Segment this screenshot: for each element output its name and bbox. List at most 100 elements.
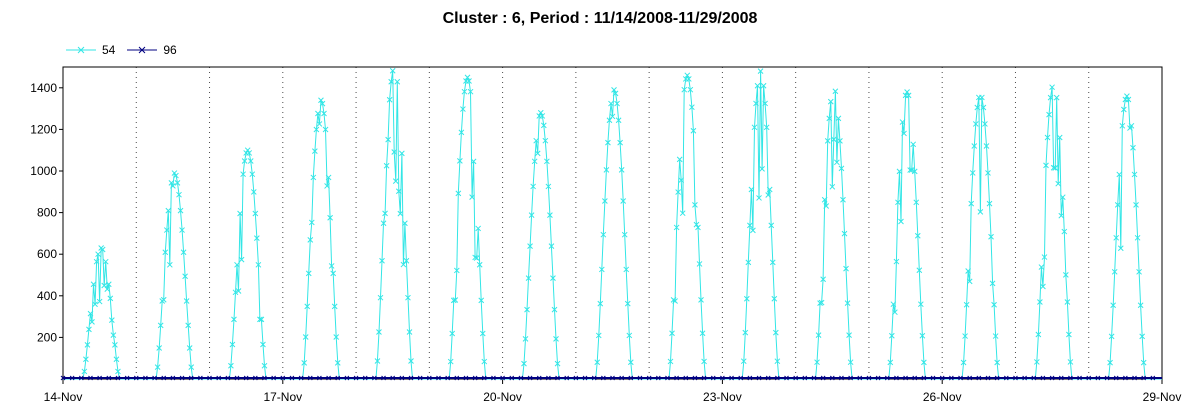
series-54-point: [173, 172, 179, 179]
series-54-point: [257, 316, 263, 323]
series-54-point: [608, 100, 614, 107]
series-54-point: [837, 138, 843, 144]
series-96-point: [683, 375, 689, 381]
series-54-point: [392, 178, 399, 184]
series-96-point: [628, 375, 634, 381]
series-96-point: [564, 375, 570, 381]
series-54-point: [461, 88, 468, 95]
series-54-point: [528, 212, 535, 218]
series-54-point: [237, 210, 243, 217]
series-96-point: [701, 375, 707, 381]
series-54-point: [606, 117, 613, 124]
series-96-point: [646, 375, 652, 381]
series-54-point: [544, 158, 550, 165]
series-54-point: [333, 334, 340, 340]
series-54-point: [748, 186, 755, 193]
series-54-point: [231, 316, 237, 323]
series-54-point: [745, 259, 752, 266]
series-54-point: [547, 212, 553, 218]
series-96-point: [839, 375, 844, 381]
series-54-point: [331, 303, 338, 310]
series-54-point: [890, 301, 897, 308]
series-54-point: [83, 356, 89, 363]
series-54-point: [250, 189, 257, 195]
series-96-point: [894, 375, 899, 381]
series-54-point: [540, 122, 547, 129]
series-54-point: [244, 147, 251, 154]
series-54-point: [747, 222, 753, 229]
series-96-point: [729, 375, 734, 381]
series-54-point: [469, 194, 475, 200]
x-tick-label: 29-Nov: [1143, 390, 1182, 404]
series-54-point: [960, 359, 967, 366]
series-54-point: [692, 201, 698, 208]
series-96-point: [848, 375, 853, 381]
series-96-point: [674, 375, 679, 381]
series-54-point: [624, 300, 631, 307]
series-54-point: [689, 104, 695, 111]
series-54-point: [182, 273, 188, 280]
series-54-point: [1044, 134, 1051, 141]
series-54-point: [673, 224, 680, 231]
series-54-point: [598, 266, 605, 273]
series-96-point: [179, 375, 185, 381]
series-54-point: [188, 364, 195, 370]
series-54-point: [991, 301, 997, 308]
series-54-point: [898, 218, 904, 225]
series-54-point: [522, 336, 529, 342]
x-tick-label: 23-Nov: [703, 390, 742, 404]
x-tick-label: 20-Nov: [483, 390, 522, 404]
series-54-point: [701, 358, 707, 365]
legend: 54 96: [66, 43, 189, 57]
series-54-point: [763, 124, 770, 131]
series-54-point: [542, 137, 549, 144]
series-96-point: [921, 375, 927, 381]
series-54-point: [104, 286, 111, 292]
series-54-point: [452, 297, 459, 303]
series-54-point: [609, 113, 616, 120]
series-54-point: [93, 258, 100, 265]
series-96-point: [665, 375, 670, 381]
series-54-point: [1116, 171, 1123, 178]
series-54-point: [759, 166, 765, 172]
series-54-point: [1107, 359, 1113, 366]
series-54-point: [405, 294, 411, 301]
series-54-point: [90, 281, 97, 288]
series-54-point: [400, 261, 407, 268]
series-96-point: [1013, 375, 1018, 381]
series-54-point: [904, 89, 910, 95]
series-96-point: [1058, 375, 1064, 381]
series-54-point: [318, 97, 324, 104]
series-54-point: [821, 196, 828, 203]
series-96-point: [582, 375, 588, 381]
series-54-point: [521, 360, 527, 367]
series-54-point: [832, 88, 839, 95]
series-54-point: [466, 78, 472, 84]
series-54-point: [475, 225, 482, 232]
series-54-point: [844, 300, 851, 306]
series-54-point: [962, 333, 968, 339]
series-54-point: [919, 332, 926, 339]
series-96-point: [88, 375, 93, 381]
series-54-point: [829, 183, 836, 190]
series-54-point: [301, 360, 308, 366]
y-tick-label: 600: [37, 247, 57, 261]
chart-title: Cluster : 6, Period : 11/14/2008-11/29/2…: [442, 10, 758, 27]
series-54-point: [769, 259, 776, 266]
series-96-point: [765, 375, 771, 381]
series-54-point: [258, 316, 265, 323]
series-96-point: [1003, 375, 1009, 381]
series-96-point: [985, 375, 991, 381]
series-54-point: [774, 358, 781, 365]
series-54-point: [327, 214, 333, 221]
series-54-point: [395, 188, 402, 195]
series-54-point: [261, 362, 268, 369]
series-54-point: [179, 227, 185, 233]
series-54-point: [684, 72, 691, 79]
series-54-point: [965, 268, 972, 274]
series-54-point: [322, 126, 329, 133]
series-54-point: [1064, 299, 1071, 305]
series-54-point: [408, 358, 414, 364]
series-54-point: [406, 329, 413, 335]
series-54-point: [986, 200, 993, 207]
